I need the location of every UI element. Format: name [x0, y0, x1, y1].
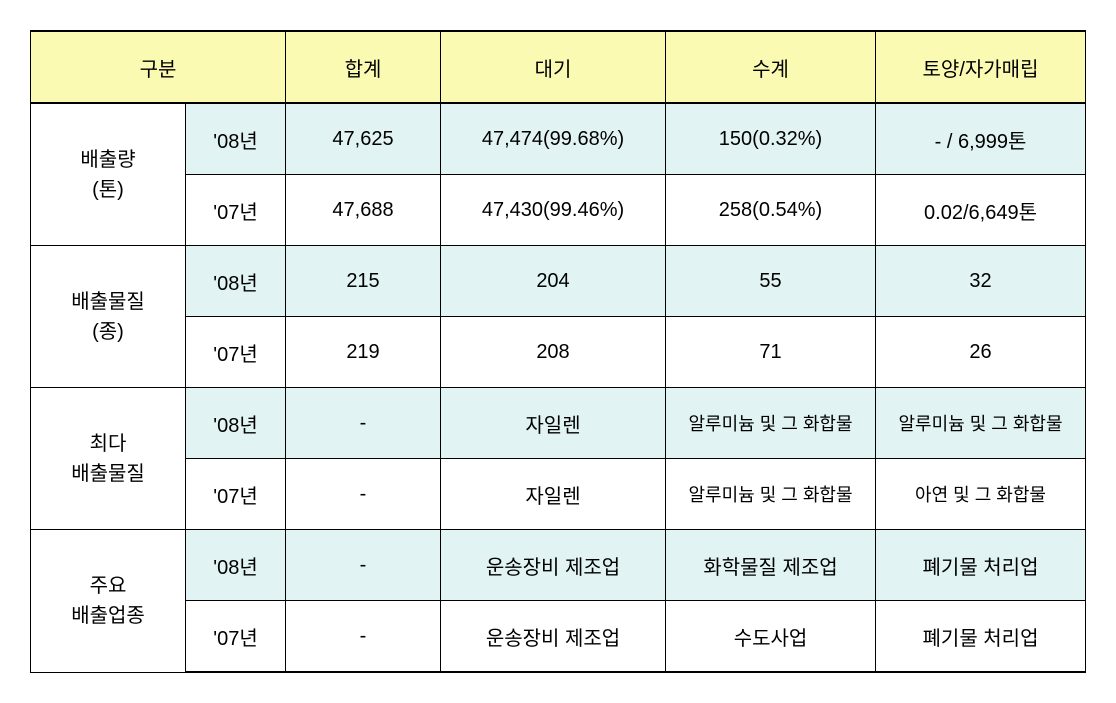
table-row: 최다 배출물질 '08년 - 자일렌 알루미늄 및 그 화합물 알루미늄 및 그… [31, 388, 1086, 459]
header-row: 구분 합계 대기 수계 토양/자가매립 [31, 31, 1086, 103]
table-row: 배출량 (톤) '08년 47,625 47,474(99.68%) 150(0… [31, 103, 1086, 175]
year-cell: '08년 [186, 103, 286, 175]
cell-water: 알루미늄 및 그 화합물 [666, 459, 876, 530]
cell-total: - [286, 388, 441, 459]
cell-soil: 26 [876, 317, 1086, 388]
table-row: 주요 배출업종 '08년 - 운송장비 제조업 화학물질 제조업 폐기물 처리업 [31, 530, 1086, 601]
row-label-top-substance: 최다 배출물질 [31, 388, 186, 530]
cell-air: 47,430(99.46%) [441, 175, 666, 246]
header-total: 합계 [286, 31, 441, 103]
cell-water: 71 [666, 317, 876, 388]
header-water: 수계 [666, 31, 876, 103]
year-cell: '07년 [186, 459, 286, 530]
cell-soil: 폐기물 처리업 [876, 601, 1086, 673]
cell-water: 55 [666, 246, 876, 317]
cell-soil: 알루미늄 및 그 화합물 [876, 388, 1086, 459]
cell-water: 알루미늄 및 그 화합물 [666, 388, 876, 459]
cell-soil: - / 6,999톤 [876, 103, 1086, 175]
cell-air: 자일렌 [441, 388, 666, 459]
row-label-substances: 배출물질 (종) [31, 246, 186, 388]
cell-water: 수도사업 [666, 601, 876, 673]
cell-water: 150(0.32%) [666, 103, 876, 175]
cell-total: - [286, 601, 441, 673]
cell-air: 204 [441, 246, 666, 317]
emissions-table: 구분 합계 대기 수계 토양/자가매립 배출량 (톤) '08년 47,625 … [30, 30, 1086, 673]
cell-air: 운송장비 제조업 [441, 530, 666, 601]
table-row: '07년 - 자일렌 알루미늄 및 그 화합물 아연 및 그 화합물 [31, 459, 1086, 530]
cell-total: - [286, 530, 441, 601]
table-row: 배출물질 (종) '08년 215 204 55 32 [31, 246, 1086, 317]
table-row: '07년 47,688 47,430(99.46%) 258(0.54%) 0.… [31, 175, 1086, 246]
cell-air: 208 [441, 317, 666, 388]
cell-water: 258(0.54%) [666, 175, 876, 246]
table-row: '07년 - 운송장비 제조업 수도사업 폐기물 처리업 [31, 601, 1086, 673]
row-label-emissions: 배출량 (톤) [31, 103, 186, 246]
cell-total: - [286, 459, 441, 530]
year-cell: '08년 [186, 246, 286, 317]
table-body: 배출량 (톤) '08년 47,625 47,474(99.68%) 150(0… [31, 103, 1086, 672]
year-cell: '08년 [186, 388, 286, 459]
cell-soil: 0.02/6,649톤 [876, 175, 1086, 246]
cell-total: 215 [286, 246, 441, 317]
year-cell: '07년 [186, 601, 286, 673]
cell-total: 47,688 [286, 175, 441, 246]
row-label-main-industry: 주요 배출업종 [31, 530, 186, 673]
header-category: 구분 [31, 31, 286, 103]
cell-soil: 아연 및 그 화합물 [876, 459, 1086, 530]
cell-total: 47,625 [286, 103, 441, 175]
cell-soil: 32 [876, 246, 1086, 317]
header-soil: 토양/자가매립 [876, 31, 1086, 103]
cell-air: 운송장비 제조업 [441, 601, 666, 673]
header-air: 대기 [441, 31, 666, 103]
cell-air: 47,474(99.68%) [441, 103, 666, 175]
table-row: '07년 219 208 71 26 [31, 317, 1086, 388]
year-cell: '07년 [186, 175, 286, 246]
year-cell: '08년 [186, 530, 286, 601]
cell-soil: 폐기물 처리업 [876, 530, 1086, 601]
cell-total: 219 [286, 317, 441, 388]
year-cell: '07년 [186, 317, 286, 388]
cell-water: 화학물질 제조업 [666, 530, 876, 601]
cell-air: 자일렌 [441, 459, 666, 530]
